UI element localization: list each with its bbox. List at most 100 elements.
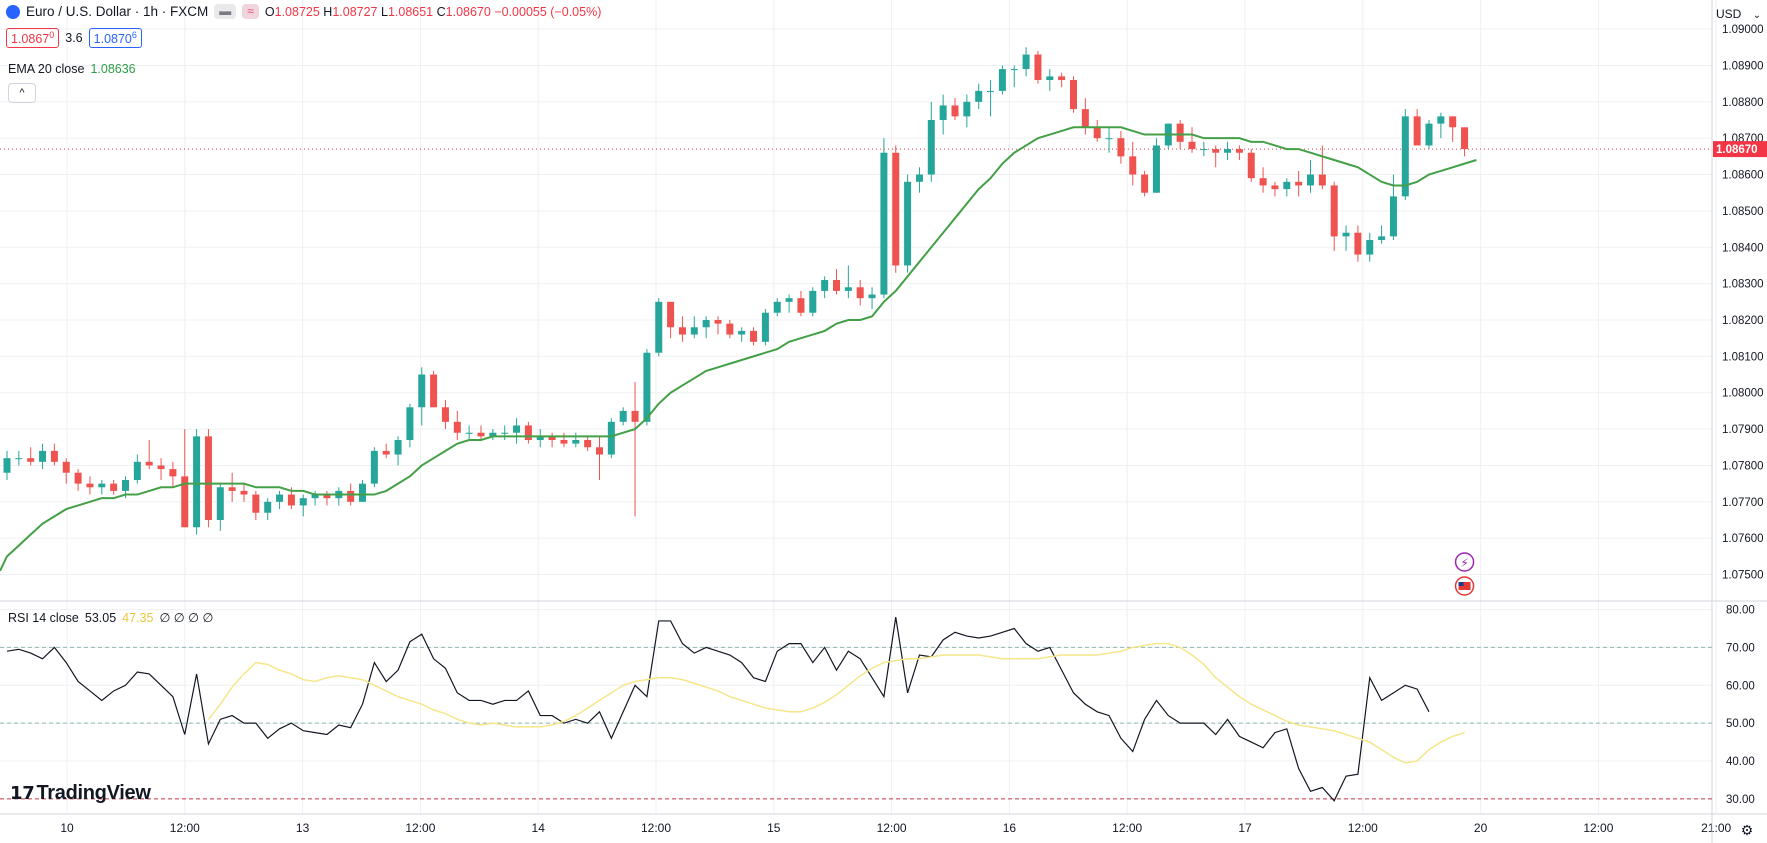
last-price-tag <box>1713 141 1767 158</box>
price-tick-label: 1.08800 <box>1722 97 1764 109</box>
candle-body <box>1117 138 1125 157</box>
candle-body <box>714 320 722 324</box>
candle-body <box>1022 54 1030 70</box>
rsi-extra-values: ∅ ∅ ∅ ∅ <box>159 611 214 625</box>
candle-body <box>441 407 449 422</box>
candle-body <box>750 330 758 342</box>
candle-body <box>394 440 402 455</box>
candle-body <box>50 450 58 462</box>
candle-body <box>1141 174 1149 193</box>
candle-body <box>1271 185 1279 190</box>
buy-price-button[interactable]: 1.08706 <box>88 28 142 49</box>
ema-line <box>0 126 1477 572</box>
close-value: 1.08670 <box>445 4 491 19</box>
lightning-icon: ⚡ <box>1460 556 1468 570</box>
candle-body <box>892 152 900 266</box>
candle-body <box>833 280 840 291</box>
candle-body <box>240 490 248 495</box>
price-tick-label: 1.07800 <box>1722 460 1764 472</box>
price-tick-label: 1.08200 <box>1722 315 1764 327</box>
price-tick-label: 1.08100 <box>1722 351 1764 363</box>
rsi-ma-value: 47.35 <box>122 611 154 625</box>
indicator-pill[interactable]: ≈ <box>242 4 259 19</box>
candle-body <box>98 483 106 488</box>
candle-body <box>311 494 319 499</box>
time-tick-label: 12:00 <box>1583 821 1613 835</box>
candle-body <box>1295 181 1303 186</box>
candle-body <box>1224 149 1232 153</box>
quote-row: 1.08670 3.6 1.08706 <box>6 28 142 49</box>
candle-body <box>157 465 165 470</box>
candle-body <box>15 458 23 460</box>
candle-body <box>1437 116 1445 124</box>
collapse-legend-button[interactable]: ^ <box>8 83 36 103</box>
ema-value: 1.08636 <box>90 62 136 76</box>
ema-legend[interactable]: EMA 20 close 1.08636 <box>8 62 136 76</box>
candle-body <box>228 487 236 491</box>
price-tick-label: 1.07900 <box>1722 424 1764 436</box>
candle-body <box>785 298 793 302</box>
candle-body <box>193 436 201 528</box>
candle-body <box>607 421 615 455</box>
candle-body <box>3 458 11 473</box>
chevron-up-icon: ^ <box>19 87 25 99</box>
candle-body <box>1461 127 1469 150</box>
candles <box>3 47 1469 535</box>
candle-body <box>1070 80 1077 110</box>
candle-body <box>430 374 438 408</box>
candle-body <box>560 440 568 444</box>
candle-body <box>216 487 224 520</box>
candle-body <box>619 410 627 422</box>
sell-price-button[interactable]: 1.08670 <box>6 28 60 49</box>
rsi-value: 53.05 <box>84 611 117 625</box>
flag-canton-icon <box>1458 582 1464 586</box>
price-tick-label: 1.07500 <box>1722 570 1764 582</box>
candle-body <box>110 483 118 491</box>
rsi-tick-label: 30.00 <box>1726 794 1755 806</box>
candle-body <box>1318 174 1326 186</box>
candle-body <box>987 90 995 92</box>
rsi-tick-label: 70.00 <box>1726 642 1755 654</box>
settings-gear-icon[interactable]: ⚙ <box>1740 822 1754 838</box>
candle-body <box>252 494 260 513</box>
symbol-title[interactable]: Euro / U.S. Dollar · 1h · FXCM <box>26 4 209 19</box>
candle-body <box>880 152 888 295</box>
currency-menu[interactable]: USD ⌄ <box>1716 4 1762 24</box>
candle-body <box>86 483 94 488</box>
time-tick-label: 12:00 <box>641 821 671 835</box>
spread-value: 3.6 <box>65 31 83 46</box>
candle-body <box>536 436 544 440</box>
candle-body <box>299 498 307 506</box>
rsi-legend[interactable]: RSI 14 close 53.05 47.35 ∅ ∅ ∅ ∅ <box>8 610 213 625</box>
candle-body <box>1449 116 1457 128</box>
candle-body <box>524 425 532 440</box>
time-tick-label: 15 <box>767 821 781 835</box>
candle-body <box>1010 69 1018 71</box>
candle-body <box>1152 145 1160 193</box>
time-tick-label: 20 <box>1474 821 1488 835</box>
candle-body <box>1081 109 1089 128</box>
candle-body <box>667 301 675 328</box>
candle-body <box>939 105 947 120</box>
candle-body <box>27 458 35 462</box>
rsi-label: RSI 14 close <box>8 611 79 625</box>
candle-body <box>323 494 331 499</box>
candle-body <box>418 374 426 408</box>
time-tick-label: 12:00 <box>1112 821 1142 835</box>
time-tick-label: 16 <box>1003 821 1017 835</box>
ema-label: EMA 20 close <box>8 62 85 76</box>
currency-label: USD <box>1716 7 1742 21</box>
candle-body <box>761 312 769 342</box>
candle-body <box>1212 149 1220 153</box>
candle-body <box>1401 116 1409 197</box>
candle-body <box>844 287 852 291</box>
candle-body <box>726 323 734 335</box>
tradingview-logo[interactable]: 𝟭𝟳 TradingView <box>10 782 151 804</box>
candle-body <box>643 352 651 422</box>
time-tick-label: 14 <box>532 821 546 835</box>
flash-event-icon <box>1454 552 1475 572</box>
last-price-label: 1.08670 <box>1716 144 1758 156</box>
candle-body <box>690 327 698 335</box>
hide-indicator-icon[interactable]: ▬ <box>214 4 237 19</box>
